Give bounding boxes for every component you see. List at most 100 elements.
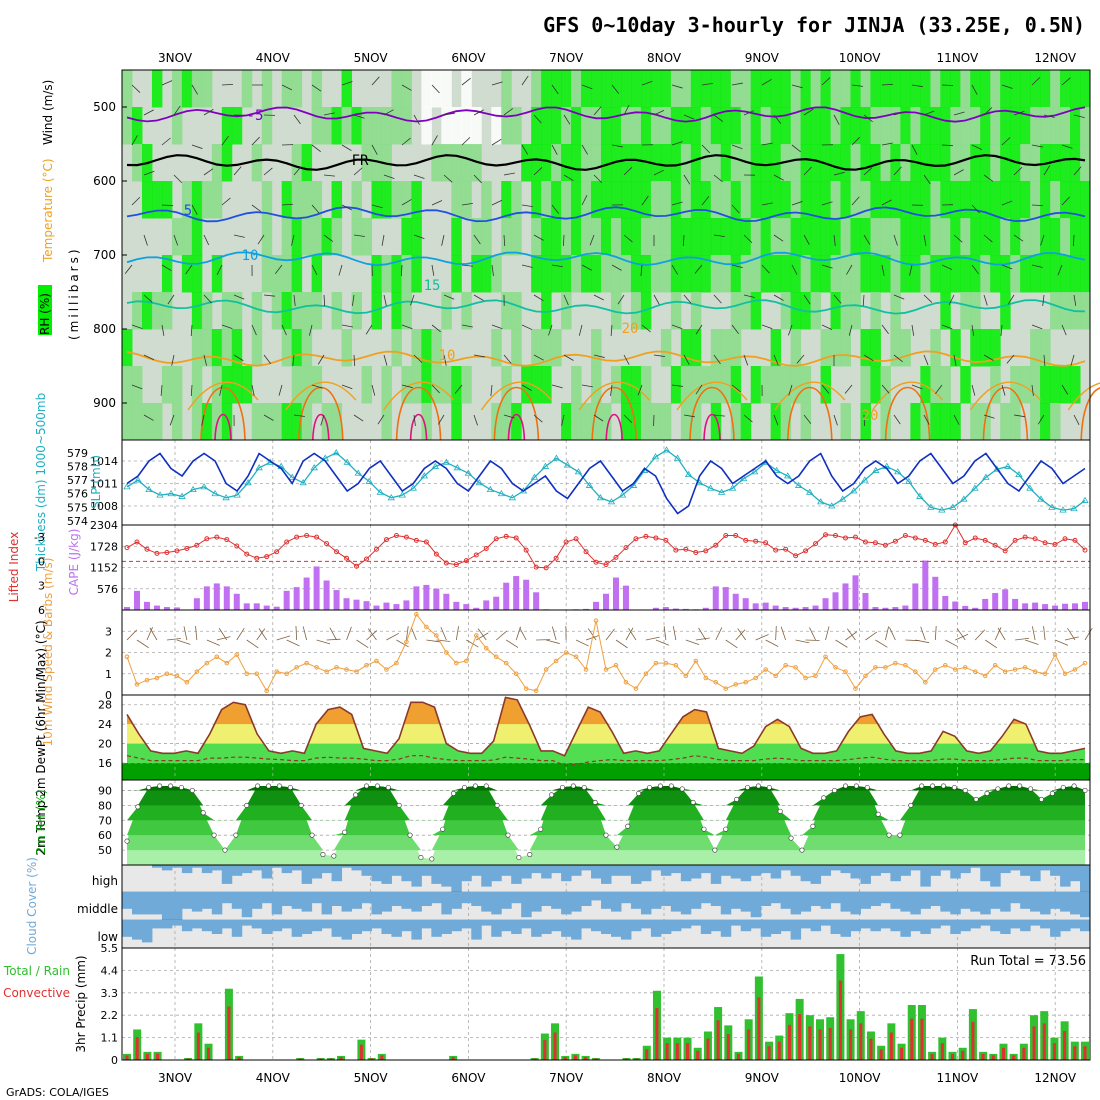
wind-barb [833,171,845,176]
wind-barb [923,174,931,185]
rh-point [407,832,413,838]
cloud-bar [1020,865,1031,876]
wind-barb [257,234,265,245]
rh-cell [770,403,782,441]
rh-cell [301,329,313,367]
cloud-bar [980,920,991,926]
rh-cell [840,181,851,219]
wind-speed-point [1072,667,1078,672]
rh-cell [221,366,233,404]
lifted-index-point [403,534,409,540]
wind-barb [233,354,244,362]
thickness-point [905,477,913,484]
cloud-bar [122,920,133,937]
rh-cell [531,329,542,367]
rh-point [516,855,522,861]
temperature-axis-label: 2m Temp 2m DewPt (6hr Min/Max) (°C) [34,620,48,855]
precip-convective-bar [706,1038,710,1060]
wind-barb [143,294,153,303]
rh-point [266,783,272,789]
cloud-bar [471,865,482,876]
rh-cell [850,292,861,330]
isotherm-20-segment [285,381,357,411]
thickness-point [332,449,340,456]
wind-barb [323,112,335,116]
rh-cell [551,70,562,108]
rh-cell [930,218,941,256]
wind-barb [881,264,885,276]
rh-cell [541,329,552,367]
wind-speed-point [394,660,399,666]
rh-cell [800,144,812,182]
rh-cell [161,366,173,404]
rh-cell [581,403,592,441]
rh-cell [571,255,582,293]
lifted-index-point [613,554,619,560]
precip-convective-bar [533,1058,537,1060]
rh-cell [281,403,293,441]
precip-convective-bar [849,1029,853,1060]
wind-barb [743,414,753,423]
thickness-point [145,485,153,493]
cloud-bar [411,892,422,912]
wind-barb [401,137,411,146]
wind-speed-point [923,679,928,685]
cloud-bar [870,920,881,932]
rh-cell [122,107,133,145]
thickness-point [409,484,418,491]
rh-cell [1020,144,1031,182]
cloud-bar [870,865,881,876]
cloud-bar [191,920,203,929]
cloud-bar [471,920,482,940]
lifted-index-point [423,539,429,545]
surface-wind-barb [1084,627,1093,641]
cloud-bar [770,892,782,904]
wind-speed-point [593,618,599,623]
lifted-index-point [773,547,779,553]
surface-wind-barb [1031,626,1036,641]
cloud-bar [640,892,652,915]
cape-bar [1052,605,1059,610]
precip-convective-bar [838,980,842,1060]
rh-cell [1060,218,1071,256]
cloud-bar [850,865,861,879]
rh-cell [970,144,981,182]
wind-barb [383,109,394,116]
cloud-bar [122,892,133,909]
rh-legend-swatch [38,285,52,335]
lifted-index-point [803,548,809,554]
thickness-point [728,484,737,491]
cloud-bar [371,892,382,915]
cloud-bar [521,865,532,879]
wind-barb [983,234,993,243]
cloud-bar [321,892,333,915]
wind-barb [581,144,588,155]
rh-cell [201,181,213,219]
precip-convective-bar [594,1058,598,1060]
rh-cell [1070,107,1081,145]
rh-cell [890,255,901,293]
cloud-bar [760,920,772,937]
cloud-bar [301,920,313,934]
rh-cell [541,107,552,145]
top-date-tick: 12NOV [1034,51,1076,65]
cape-bar [403,600,410,610]
cloud-bar [271,865,283,868]
cloud-bar [930,892,941,906]
lifted-index-point [693,550,699,556]
cloud-bar [1030,920,1041,926]
wind-speed-point [444,650,449,655]
rh-cell [261,70,273,108]
cloud-bar [1040,865,1051,871]
surface-wind-barb [218,628,228,641]
lifted-index-point [314,534,320,540]
wind-barb [521,75,529,86]
lifted-index-point [733,533,739,539]
rh-cell [850,70,861,108]
wind-speed-point [563,650,569,655]
rh-cell [291,181,303,219]
rh-cell [700,107,712,145]
cape-bar [193,598,200,610]
cloud-axis-label: Cloud Cover (%) [25,857,39,955]
wind-barb [143,414,154,421]
